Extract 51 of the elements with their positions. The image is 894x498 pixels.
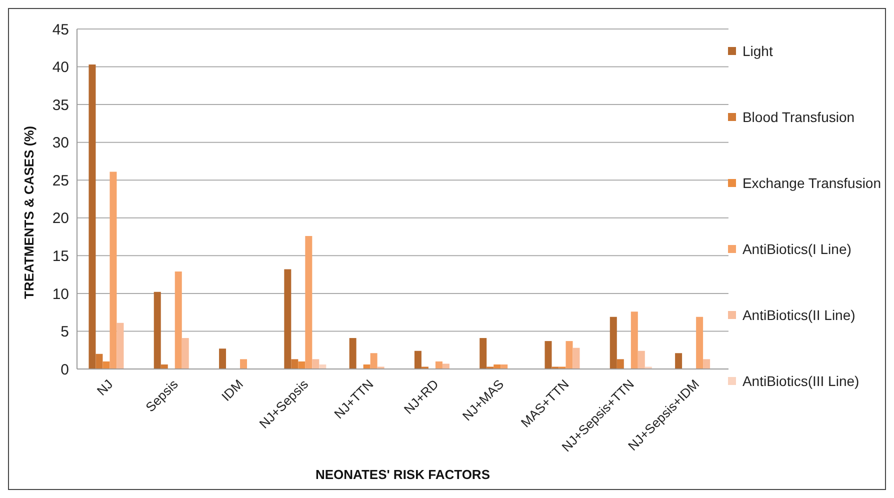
bar — [96, 354, 103, 369]
y-axis-title: TREATMENTS & CASES (%) — [22, 126, 37, 299]
bar — [566, 341, 573, 369]
bar — [544, 341, 552, 369]
y-tick-label: 30 — [52, 134, 69, 152]
bar — [616, 359, 624, 369]
bar — [182, 338, 189, 369]
bar — [703, 359, 710, 369]
y-tick-label: 45 — [52, 21, 69, 38]
bar — [370, 353, 378, 369]
bar — [240, 359, 248, 369]
bar — [219, 348, 226, 369]
bar — [610, 316, 617, 369]
bar — [291, 359, 298, 369]
legend-label: AntiBiotics(I Line) — [741, 241, 852, 257]
y-tick-label: 0 — [60, 361, 69, 378]
bar — [116, 322, 124, 369]
x-tick-label: IDM — [218, 376, 246, 404]
y-tick-label: 40 — [52, 59, 69, 76]
bar — [312, 359, 320, 369]
bar — [435, 361, 442, 369]
bar — [305, 236, 312, 369]
bar — [102, 361, 110, 369]
bar — [110, 172, 117, 369]
y-tick-label: 15 — [52, 248, 69, 265]
bar — [696, 316, 704, 369]
bar — [442, 364, 450, 369]
bar — [675, 353, 682, 369]
y-tick-label: 20 — [52, 210, 69, 228]
y-tick-label: 25 — [52, 172, 69, 190]
x-tick-label: NJ — [94, 376, 116, 398]
legend-label: AntiBiotics(II Line) — [741, 307, 856, 323]
bar — [480, 338, 487, 369]
legend-label: AntiBiotics(III Line) — [741, 373, 860, 389]
bar — [349, 338, 356, 369]
bar — [572, 348, 580, 369]
bar — [284, 269, 292, 369]
legend-label: Light — [741, 43, 774, 59]
y-tick-label: 35 — [52, 96, 69, 114]
bar — [174, 272, 182, 369]
bar — [630, 312, 638, 369]
bar — [414, 350, 422, 369]
bar — [154, 292, 161, 369]
legend-label: Blood Transfusion — [741, 109, 856, 125]
y-tick-label: 10 — [52, 286, 69, 303]
bar — [638, 350, 645, 369]
legend-label: Exchange Transfusion — [741, 175, 881, 191]
x-axis-title: NEONATES' RISK FACTORS — [315, 467, 490, 482]
y-tick-label: 5 — [60, 324, 69, 341]
bar — [88, 64, 96, 369]
bar — [298, 361, 306, 369]
